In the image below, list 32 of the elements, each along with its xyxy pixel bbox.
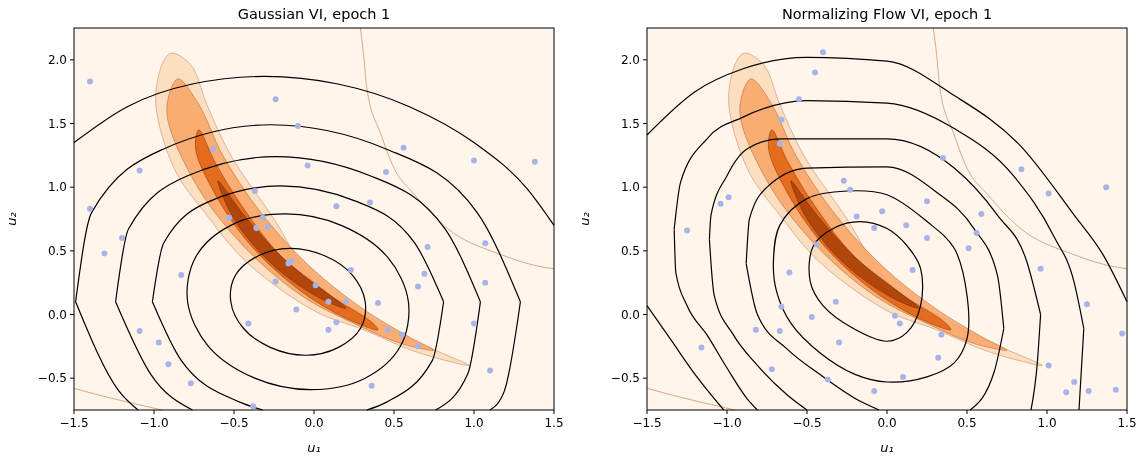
y-tick-label: −0.5 bbox=[37, 371, 67, 386]
x-tick-label: 0.5 bbox=[384, 416, 404, 430]
x-tick-label: 1.0 bbox=[464, 416, 484, 430]
chart-title: Normalizing Flow VI, epoch 1 bbox=[781, 6, 993, 22]
y-tick-label: 0.0 bbox=[620, 307, 640, 322]
y-tick-label: 2.0 bbox=[620, 52, 640, 67]
y-axis-title: u₂ bbox=[4, 212, 19, 226]
x-tick-label: −1.5 bbox=[59, 416, 89, 430]
x-tick-label: 0.0 bbox=[877, 416, 897, 430]
y-tick-label: 1.0 bbox=[620, 180, 640, 195]
y-tick-label: 1.5 bbox=[47, 116, 67, 131]
y-tick-label: −0.5 bbox=[610, 371, 640, 386]
x-tick-label: 1.5 bbox=[1117, 416, 1137, 430]
y-tick-label: 0.5 bbox=[47, 243, 67, 258]
y-tick-label: 1.0 bbox=[47, 180, 67, 195]
y-tick-label: 1.5 bbox=[620, 116, 640, 131]
x-tick-label: −1.0 bbox=[712, 416, 742, 430]
x-tick-label: 0.5 bbox=[957, 416, 977, 430]
y-tick-label: 2.0 bbox=[47, 52, 67, 67]
y-axis-title: u₂ bbox=[577, 212, 592, 226]
y-tick-label: 0.5 bbox=[620, 243, 640, 258]
x-axis-title: u₁ bbox=[307, 440, 321, 455]
x-tick-label: 1.5 bbox=[544, 416, 564, 430]
x-tick-label: −0.5 bbox=[792, 416, 822, 430]
x-axis-title: u₁ bbox=[880, 440, 894, 455]
y-tick-label: 0.0 bbox=[47, 307, 67, 322]
x-tick-label: −1.5 bbox=[632, 416, 662, 430]
chart-title: Gaussian VI, epoch 1 bbox=[237, 6, 391, 22]
x-tick-label: −1.0 bbox=[139, 416, 169, 430]
x-tick-label: −0.5 bbox=[219, 416, 249, 430]
x-tick-label: 0.0 bbox=[304, 416, 324, 430]
x-tick-label: 1.0 bbox=[1037, 416, 1057, 430]
